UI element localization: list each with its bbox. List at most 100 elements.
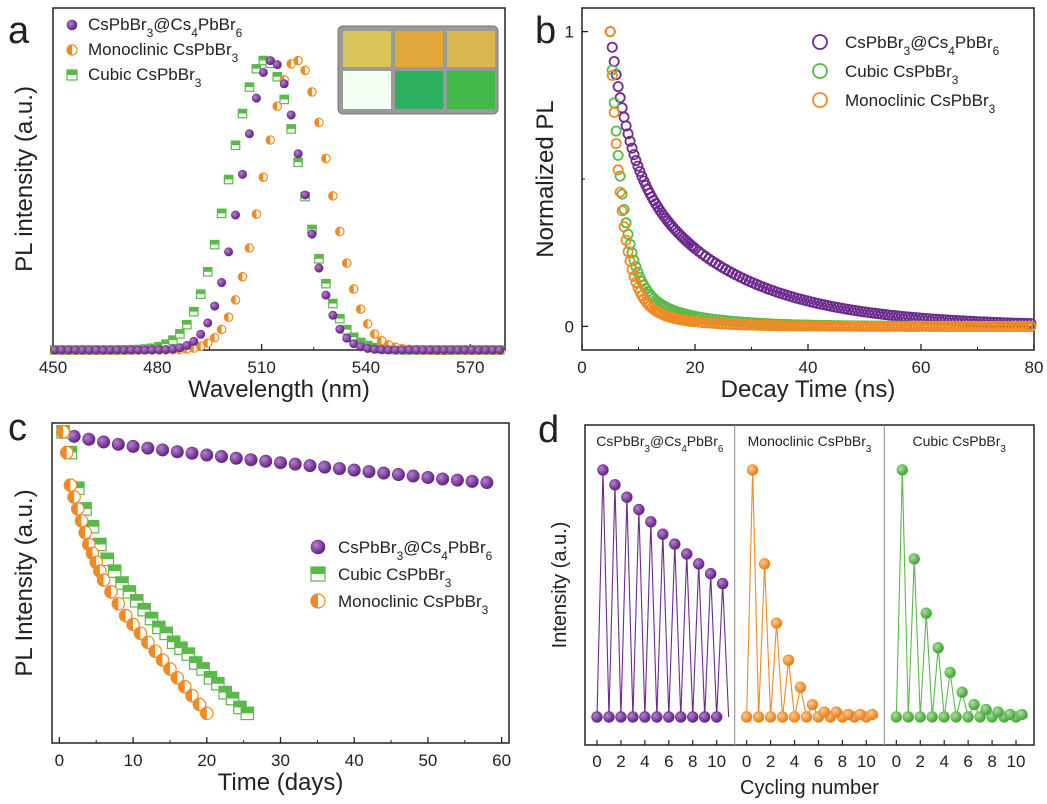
panel-a-point bbox=[210, 302, 218, 310]
panel-d-peak-point bbox=[771, 618, 782, 629]
panel-d-peak-point bbox=[610, 479, 621, 490]
panel-c-xtick-label: 20 bbox=[197, 751, 216, 770]
panel-d-base-point bbox=[592, 712, 603, 723]
panel-c-ylabel: PL Intensity (a.u.) bbox=[11, 489, 38, 676]
panel-d-xtick-label: 8 bbox=[688, 752, 697, 771]
panel-a-point bbox=[245, 83, 253, 91]
panel-c-letter: c bbox=[8, 407, 27, 449]
panel-b-point bbox=[616, 188, 625, 197]
panel-d-peak-point bbox=[783, 655, 794, 666]
panel-a-point bbox=[204, 319, 212, 327]
panel-c-point bbox=[407, 470, 419, 482]
panel-a-legend-marker bbox=[67, 20, 77, 30]
panel-c-point bbox=[436, 473, 448, 485]
panel-d-base-point bbox=[604, 712, 615, 723]
panel-c-point bbox=[101, 553, 113, 565]
panel-a-point bbox=[308, 230, 316, 238]
panel-c-point bbox=[68, 491, 80, 503]
panel-d-xtick-label: 4 bbox=[790, 752, 799, 771]
panel-a-legend-label: Monoclinic CsPbBr3 bbox=[88, 40, 239, 65]
panel-a-point bbox=[259, 68, 267, 76]
panel-a-point bbox=[245, 130, 253, 138]
panel-c-point bbox=[422, 471, 434, 483]
panel-b-point bbox=[616, 172, 625, 181]
panel-c-legend-label: CsPbBr3@Cs4PbBr6 bbox=[338, 538, 493, 563]
panel-d-xtick-label: 4 bbox=[939, 752, 948, 771]
panel-c-point bbox=[319, 461, 331, 473]
panel-c-point bbox=[112, 438, 124, 450]
panel-a-point bbox=[322, 291, 330, 299]
panel-a-point bbox=[308, 88, 316, 96]
panel-d-peak-point bbox=[897, 465, 908, 476]
panel-c-point bbox=[127, 440, 139, 452]
panel-c-point bbox=[156, 444, 168, 456]
panel-a-point bbox=[329, 311, 337, 319]
panel-d-base-point bbox=[963, 712, 974, 723]
panel-c-point bbox=[304, 459, 316, 471]
panel-a-point bbox=[190, 307, 198, 315]
panel-c-point bbox=[201, 449, 213, 461]
inset-photo bbox=[338, 26, 498, 114]
panel-d-peak-point bbox=[795, 682, 806, 693]
panel-d-xtick-label: 2 bbox=[616, 752, 625, 771]
panel-d-line bbox=[597, 470, 729, 717]
panel-c-xtick-label: 0 bbox=[55, 751, 64, 770]
panel-d-base-point bbox=[777, 712, 788, 723]
panel-d-peak-point bbox=[717, 578, 728, 589]
panel-d-xtick-label: 0 bbox=[742, 752, 751, 771]
panel-b-point bbox=[614, 82, 623, 91]
panel-c-point bbox=[79, 526, 91, 538]
panel-a-point bbox=[294, 56, 302, 64]
panel-b-legend-label: Monoclinic CsPbBr3 bbox=[845, 91, 996, 116]
panel-d-xtick-label: 10 bbox=[707, 752, 726, 771]
panel-a-point bbox=[322, 279, 330, 287]
panel-a-point bbox=[197, 290, 205, 298]
panel-b-legend-label: Cubic CsPbBr3 bbox=[845, 62, 959, 87]
panel-d-peak-point bbox=[957, 687, 968, 698]
panel-d-xtick-label: 0 bbox=[892, 752, 901, 771]
panel-a-ylabel: PL intensity (a.u.) bbox=[11, 86, 38, 272]
panel-d-peak-point bbox=[981, 704, 992, 715]
panel-b-ytick-label: 0 bbox=[565, 317, 574, 336]
panel-a-point bbox=[204, 268, 212, 276]
panel-a-point bbox=[294, 158, 302, 166]
panel-d-xtick-label: 6 bbox=[814, 752, 823, 771]
panel-d-peak-point bbox=[855, 709, 866, 720]
panel-b-legend-label: CsPbBr3@Cs4PbBr6 bbox=[845, 33, 1000, 58]
panel-a-point bbox=[183, 320, 191, 328]
panel-d-peak-point bbox=[969, 699, 980, 710]
panel-a-legend-label: Cubic CsPbBr3 bbox=[88, 65, 202, 90]
panel-d-peak-point bbox=[831, 707, 842, 718]
panel-c-xtick-label: 30 bbox=[271, 751, 290, 770]
panel-c-point bbox=[260, 455, 272, 467]
panel-b-point bbox=[616, 93, 625, 102]
panel-a-point bbox=[252, 210, 260, 218]
panel-d-base-point bbox=[891, 712, 902, 723]
panel-d-base-point bbox=[628, 712, 639, 723]
panel-c-series bbox=[57, 426, 213, 720]
panel-d-segment-label: Cubic CsPbBr3 bbox=[912, 433, 1006, 455]
panel-a-xtick-label: 510 bbox=[247, 358, 275, 377]
panel-c-point bbox=[289, 458, 301, 470]
panel-c-point bbox=[97, 436, 109, 448]
panel-c-point bbox=[466, 475, 478, 487]
panel-c-legend-label: Monoclinic CsPbBr3 bbox=[338, 592, 489, 617]
panel-a-point bbox=[280, 80, 288, 88]
panel-a-point bbox=[266, 136, 274, 144]
panel-c-point bbox=[201, 707, 213, 719]
panel-d-peak-point bbox=[807, 699, 818, 710]
panel-d-xtick-label: 8 bbox=[838, 752, 847, 771]
panel-b-point bbox=[608, 43, 617, 52]
panel-d-xtick-label: 2 bbox=[766, 752, 775, 771]
panel-d-peak-point bbox=[598, 465, 609, 476]
panel-a-point bbox=[280, 95, 288, 103]
panel-b-letter: b bbox=[535, 10, 556, 52]
panel-d-peak-point bbox=[657, 529, 668, 540]
panel-c-point bbox=[83, 433, 95, 445]
panel-c-point bbox=[112, 598, 124, 610]
panel-d-xtick-label: 0 bbox=[592, 752, 601, 771]
panel-b-xlabel: Decay Time (ns) bbox=[721, 376, 896, 403]
panel-c-xtick-label: 40 bbox=[345, 751, 364, 770]
panel-b-xtick-label: 40 bbox=[799, 358, 818, 377]
